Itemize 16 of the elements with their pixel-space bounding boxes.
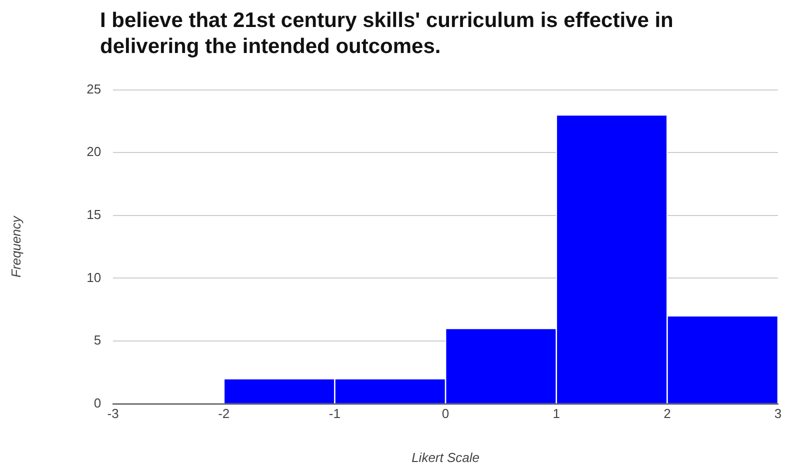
x-tick-label: 0 bbox=[442, 406, 450, 422]
x-axis-title: Likert Scale bbox=[412, 450, 480, 465]
x-tick-label: -3 bbox=[107, 406, 119, 422]
y-axis-title: Frequency bbox=[8, 214, 24, 278]
x-tick-label: -2 bbox=[218, 406, 230, 422]
x-tick-label: 3 bbox=[774, 406, 782, 422]
y-tick-label: 5 bbox=[94, 332, 102, 348]
y-tick-label: 25 bbox=[86, 81, 102, 96]
x-tick-label: -1 bbox=[328, 406, 340, 422]
x-tick-label: 2 bbox=[664, 406, 671, 422]
x-tick-label: 1 bbox=[552, 406, 560, 422]
y-tick-label: 15 bbox=[86, 206, 102, 222]
y-tick-label: 0 bbox=[94, 395, 102, 410]
y-tick-label: 10 bbox=[86, 270, 102, 285]
y-tick-label: 20 bbox=[86, 144, 102, 160]
chart-title: I believe that 21st century skills' curriculum is effective in delivering the intended outcomes. bbox=[100, 8, 674, 60]
